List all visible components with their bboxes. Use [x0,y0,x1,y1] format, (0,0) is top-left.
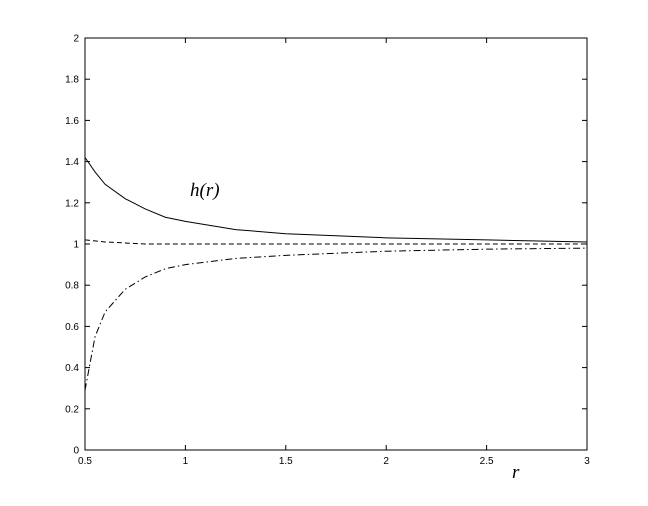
x-axis-label: r [512,462,520,483]
y-tick-label: 1.4 [65,157,79,168]
y-tick-label: 0.2 [65,404,79,415]
y-tick-label: 0 [73,446,79,457]
series-line [84,157,588,243]
y-tick-label: 0.8 [65,281,79,292]
series-line [84,247,588,391]
y-tick-label: 1.2 [65,198,79,209]
x-tick-label: 0.5 [78,456,92,467]
annotation: h(r) [190,180,220,201]
x-tick-label: 1.5 [279,456,293,467]
x-tick-label: 2 [383,456,389,467]
series-line [84,239,587,245]
y-tick-label: 1.8 [65,75,79,86]
x-tick-label: 1 [183,456,189,467]
y-tick-label: 1.6 [65,116,79,127]
y-tick-label: 0.6 [65,322,79,333]
x-tick-label: 2.5 [480,456,494,467]
y-tick-label: 2 [73,34,79,45]
y-tick-label: 1 [73,240,79,251]
x-tick-label: 3 [584,456,590,467]
y-tick-label: 0.4 [65,363,79,374]
